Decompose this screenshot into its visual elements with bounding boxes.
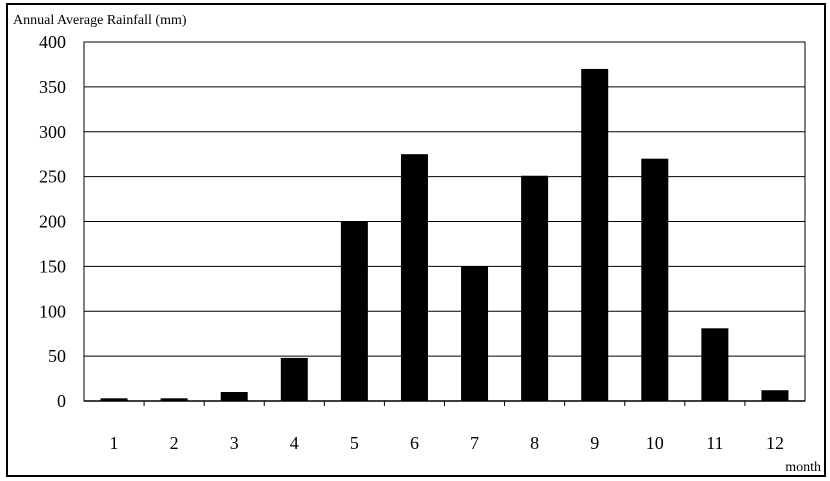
axes (83, 41, 806, 406)
x-tick-label: 4 (290, 433, 299, 453)
y-tick-label: 200 (39, 212, 66, 232)
bar-month-2 (160, 398, 188, 401)
bar-month-1 (100, 398, 128, 401)
y-tick-labels: 0 50 100 150 200 250 300 350 400 (39, 32, 66, 411)
y-tick-label: 250 (39, 167, 66, 187)
x-tick-label: 7 (470, 433, 479, 453)
x-tick-label: 3 (230, 433, 239, 453)
y-tick-label: 100 (39, 301, 66, 321)
bar-month-9 (581, 68, 609, 402)
x-tick-labels: 1 2 3 4 5 6 7 8 9 10 11 12 (110, 433, 784, 453)
bar-month-8 (521, 175, 549, 401)
bars (100, 68, 789, 402)
x-tick-label: 11 (706, 433, 723, 453)
bar-month-5 (340, 221, 368, 401)
bar-month-3 (220, 392, 248, 401)
y-tick-label: 0 (57, 391, 66, 411)
bar-month-7 (461, 266, 489, 401)
bar-month-11 (701, 328, 729, 401)
x-tick-label: 2 (170, 433, 179, 453)
x-axis-label: month (785, 460, 821, 475)
gridlines (84, 41, 805, 357)
y-tick-label: 50 (48, 346, 66, 366)
x-tick-label: 9 (590, 433, 599, 453)
y-axis-label: Annual Average Rainfall (mm) (13, 13, 187, 28)
x-tick-label: 10 (646, 433, 664, 453)
y-tick-label: 150 (39, 256, 66, 276)
x-tick-label: 8 (530, 433, 539, 453)
bar-month-4 (280, 357, 308, 401)
x-tick-label: 6 (410, 433, 419, 453)
x-tick-label: 5 (350, 433, 359, 453)
bar-month-10 (641, 158, 669, 401)
bar-month-12 (761, 390, 789, 401)
x-tick-label: 12 (766, 433, 784, 453)
y-tick-label: 300 (39, 122, 66, 142)
x-tick-label: 1 (110, 433, 119, 453)
y-tick-label: 350 (39, 77, 66, 97)
bar-month-6 (400, 154, 428, 401)
y-tick-label: 400 (39, 32, 66, 52)
